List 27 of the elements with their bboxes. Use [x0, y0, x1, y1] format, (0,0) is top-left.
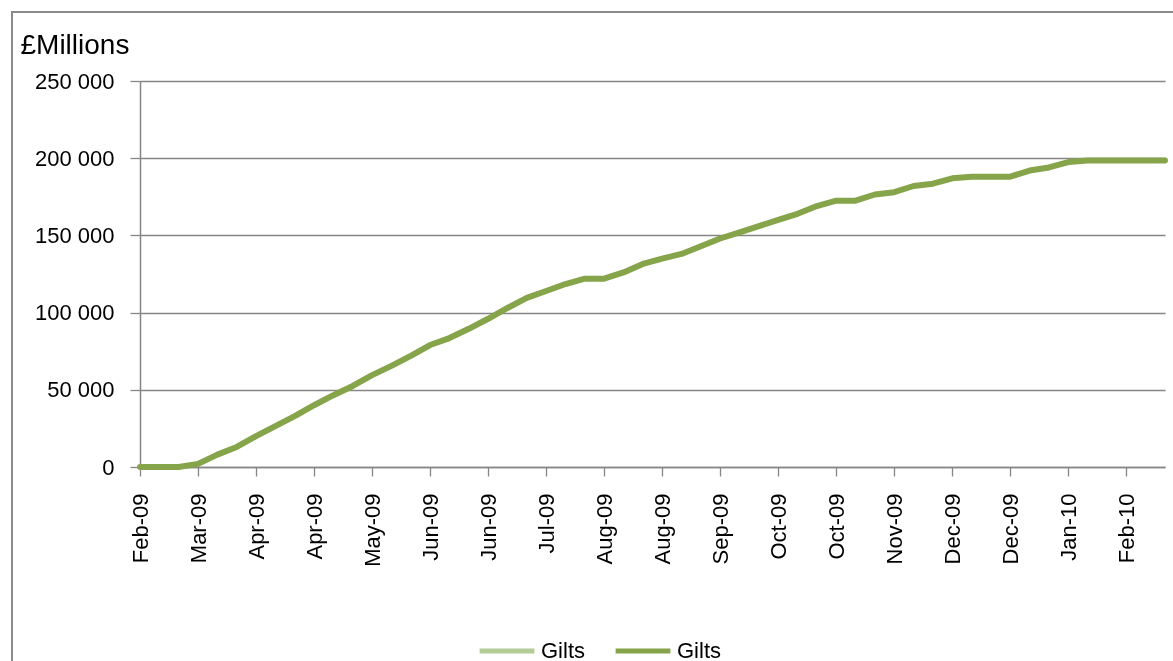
legend-label: Gilts	[541, 638, 585, 661]
x-tick-label: Oct-09	[765, 493, 791, 560]
x-tick-label: Jun-09	[475, 493, 501, 561]
x-tick-label: May-09	[359, 493, 385, 567]
x-tick-label: Mar-09	[185, 493, 211, 564]
x-tick-label: Oct-09	[823, 493, 849, 560]
y-tick-label: 50 000	[47, 377, 115, 403]
y-tick-label: 250 000	[34, 68, 115, 94]
x-tick-label: Jan-10	[1055, 493, 1081, 561]
y-tick-label: 0	[102, 454, 115, 480]
x-tick-label: Sep-09	[707, 493, 733, 565]
x-tick-label: Aug-09	[591, 493, 617, 565]
legend-label: Gilts	[677, 638, 721, 661]
x-tick-label: Dec-09	[939, 493, 965, 565]
x-tick-label: Apr-09	[301, 493, 327, 560]
x-tick-label: Feb-10	[1113, 493, 1139, 564]
x-tick-label: Nov-09	[881, 493, 907, 565]
y-axis-title: £Millions	[20, 28, 130, 60]
y-tick-label: 150 000	[34, 222, 115, 248]
x-tick-label: Apr-09	[243, 493, 269, 560]
x-tick-label: Jun-09	[417, 493, 443, 561]
x-tick-label: Jul-09	[533, 493, 559, 554]
x-tick-label: Feb-09	[127, 493, 153, 564]
x-tick-label: Aug-09	[649, 493, 675, 565]
y-tick-label: 100 000	[34, 300, 115, 326]
y-tick-label: 200 000	[34, 145, 115, 171]
x-tick-label: Dec-09	[997, 493, 1023, 565]
